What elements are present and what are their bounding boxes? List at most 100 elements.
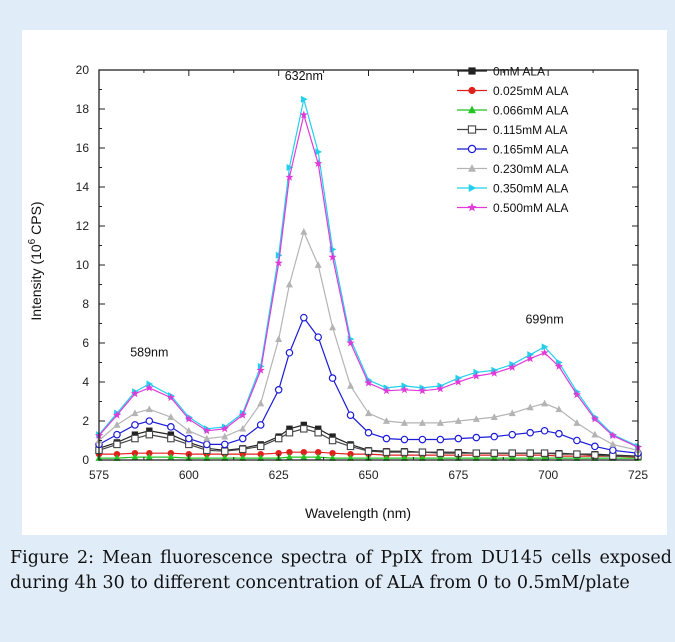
data-point	[220, 424, 229, 433]
data-point	[257, 399, 265, 407]
legend-label: 0.500mM ALA	[493, 201, 568, 215]
data-point	[541, 343, 549, 351]
data-point	[329, 323, 337, 331]
data-point	[508, 363, 517, 371]
data-point	[472, 415, 480, 422]
data-point	[274, 258, 283, 267]
y-tick-label: 12	[76, 219, 90, 233]
data-point	[526, 454, 534, 461]
data-point	[145, 417, 154, 425]
data-point	[238, 445, 247, 454]
data-point	[526, 449, 534, 457]
data-point	[540, 426, 549, 435]
data-point	[167, 431, 175, 438]
data-point	[315, 148, 323, 156]
data-point	[418, 435, 427, 444]
data-point	[146, 449, 153, 457]
y-tick-label: 16	[76, 141, 90, 155]
data-point	[113, 421, 121, 428]
series-2	[95, 453, 642, 461]
data-point	[314, 453, 322, 460]
data-point	[185, 426, 193, 434]
data-point	[526, 403, 534, 411]
data-point	[146, 427, 153, 434]
data-point	[490, 368, 499, 377]
data-point	[555, 429, 563, 438]
x-tick-label: 725	[628, 468, 648, 482]
data-point	[274, 385, 283, 394]
data-point	[347, 454, 355, 461]
data-point	[329, 454, 337, 461]
y-tick-label: 14	[76, 180, 90, 194]
data-point	[555, 405, 563, 413]
data-point	[436, 449, 445, 457]
data-point	[540, 449, 549, 457]
x-tick-label: 700	[538, 468, 558, 482]
y-axis-label-main: Intensity (10	[28, 244, 44, 320]
data-point	[285, 453, 293, 460]
data-point	[285, 172, 294, 181]
data-point	[329, 449, 336, 457]
legend-entry: 0.350mM ALA	[457, 182, 568, 196]
data-point	[300, 313, 308, 322]
data-point	[286, 449, 293, 456]
data-point	[472, 433, 481, 442]
data-point	[167, 413, 175, 420]
data-point	[382, 434, 391, 443]
data-point	[490, 432, 499, 441]
data-point	[167, 453, 175, 460]
data-point	[400, 385, 409, 394]
data-point	[203, 454, 211, 461]
data-point	[364, 428, 373, 437]
legend-marker	[467, 125, 477, 134]
data-point	[221, 447, 229, 455]
data-point	[573, 419, 581, 426]
data-point	[286, 163, 294, 172]
data-point	[454, 377, 463, 386]
y-tick-label: 10	[76, 258, 90, 272]
data-point	[328, 252, 337, 261]
y-tick-label: 6	[82, 336, 89, 350]
data-point	[328, 374, 337, 382]
data-point	[490, 413, 498, 420]
data-point	[590, 414, 599, 423]
data-point	[256, 421, 265, 429]
data-point	[300, 453, 308, 460]
data-point	[508, 409, 516, 417]
data-point	[314, 449, 322, 456]
data-point	[113, 450, 121, 458]
peak-label: 589nm	[130, 346, 168, 360]
data-point	[130, 389, 140, 398]
data-point	[131, 409, 139, 417]
data-point	[166, 393, 175, 402]
data-point	[145, 383, 154, 392]
legend-label: 0.115mM ALA	[493, 123, 567, 137]
data-point	[275, 449, 282, 457]
data-point	[554, 362, 564, 370]
legend-marker	[467, 202, 477, 212]
data-point	[314, 428, 322, 437]
data-point	[454, 417, 462, 424]
y-axis-label-unit: CPS)	[28, 201, 44, 238]
legend-entry: 0.025mM ALA	[457, 84, 568, 98]
legend: 0mM ALA 0.025mM ALA 0.066mM ALA 0.115mM ALA…	[457, 65, 568, 215]
series-5	[95, 228, 642, 454]
data-point	[347, 450, 354, 458]
axes-layer	[98, 69, 639, 461]
data-point	[131, 453, 139, 460]
data-point	[314, 333, 322, 341]
data-point	[285, 348, 294, 357]
legend-entry: 0.230mM ALA	[457, 162, 568, 176]
data-point	[418, 419, 426, 426]
data-point	[400, 454, 408, 461]
data-point	[256, 365, 265, 374]
data-point	[508, 430, 517, 439]
data-point	[541, 454, 549, 461]
data-point	[314, 425, 322, 432]
data-point	[436, 419, 444, 426]
data-point	[455, 374, 463, 382]
data-point	[418, 448, 427, 456]
legend-marker	[468, 164, 476, 172]
data-point	[436, 384, 445, 393]
data-point	[285, 280, 293, 288]
